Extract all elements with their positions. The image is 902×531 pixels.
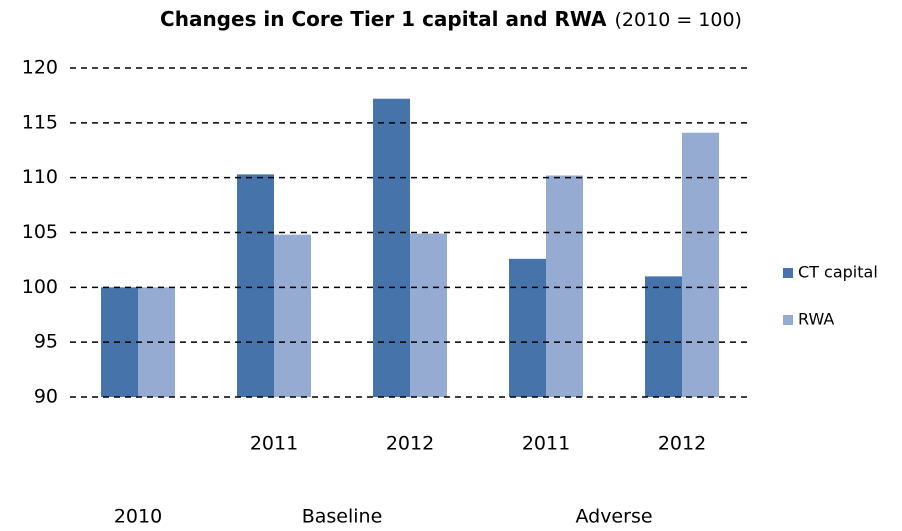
x-group-label: Baseline: [302, 506, 383, 528]
y-tick-label: 105: [22, 221, 58, 243]
bar: [682, 132, 719, 397]
chart-title-line: Changes in Core Tier 1 capital and RWA (2…: [160, 7, 742, 31]
x-group-label: 2010: [114, 506, 162, 528]
bar: [274, 234, 311, 397]
x-tick-label: 2011: [522, 433, 570, 455]
y-tick-label: 110: [22, 166, 58, 188]
y-tick-label: 90: [34, 386, 58, 408]
legend-label: CT capital: [798, 263, 878, 282]
y-tick-label: 120: [22, 57, 58, 79]
y-tick-label: 115: [22, 111, 58, 133]
bar: [410, 233, 447, 397]
y-tick-label: 100: [22, 276, 58, 298]
bar: [509, 258, 546, 397]
x-tick-label: 2012: [386, 433, 434, 455]
x-tick-label: 2012: [658, 433, 706, 455]
chart-title: Changes in Core Tier 1 capital and RWA: [160, 7, 607, 31]
y-tick-label: 95: [34, 331, 58, 353]
bar: [645, 276, 682, 397]
bar: [138, 287, 175, 397]
x-group-label: Adverse: [575, 506, 652, 528]
legend-swatch: [783, 268, 793, 278]
bar: [373, 98, 410, 397]
chart-subtitle: (2010 = 100): [615, 9, 742, 31]
bar: [237, 174, 274, 397]
bar: [546, 175, 583, 397]
legend-swatch: [783, 315, 793, 325]
legend-label: RWA: [798, 310, 834, 329]
x-tick-label: 2011: [250, 433, 298, 455]
